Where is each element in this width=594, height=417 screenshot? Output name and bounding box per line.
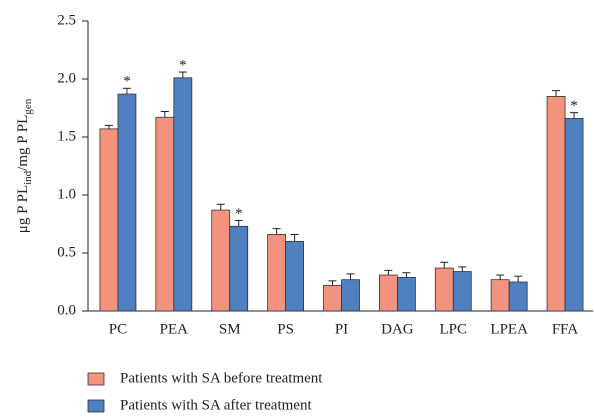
x-tick-label: PI [335, 321, 348, 337]
legend-label: Patients with SA before treatment [120, 370, 323, 386]
bar [490, 279, 510, 312]
x-tick-label: DAG [381, 321, 414, 337]
legend-label: Patients with SA after treatment [120, 397, 312, 413]
y-label-part: μg P PL [15, 185, 31, 233]
y-label-sub: ind [22, 170, 34, 185]
y-tick-label: 0.5 [57, 244, 76, 260]
bar [229, 225, 249, 312]
bar [452, 271, 472, 312]
bar [173, 77, 193, 312]
x-tick-label: PEA [160, 321, 189, 337]
x-tick-label: PC [109, 321, 127, 337]
bar [323, 285, 342, 312]
y-tick-label: 0.0 [57, 302, 76, 318]
bar [546, 96, 566, 312]
bar [267, 234, 287, 312]
y-tick-label: 2.0 [57, 70, 76, 86]
bar [378, 274, 398, 312]
bar [396, 276, 416, 312]
y-label-part: /mg P PL [15, 115, 31, 171]
significance-mark: * [179, 57, 187, 73]
legend-swatch [87, 399, 105, 413]
x-tick-label: FFA [552, 321, 579, 337]
y-tick-label: 2.5 [57, 12, 76, 28]
bar [564, 118, 584, 312]
y-label-sub: gen [22, 98, 34, 114]
legend-swatch [87, 372, 105, 386]
bar [285, 240, 305, 312]
significance-mark: * [235, 206, 243, 222]
bar [434, 267, 454, 312]
x-tick-label: PS [277, 321, 294, 337]
y-tick-label: 1.5 [57, 128, 76, 144]
bar [99, 128, 119, 312]
y-axis-label: μg P PLind/mg P PLgen [15, 98, 33, 233]
x-tick-label: SM [219, 321, 241, 337]
significance-mark: * [123, 74, 131, 90]
x-tick-label: LPEA [490, 321, 528, 337]
bar [508, 281, 528, 312]
bar [341, 279, 360, 312]
bar [155, 116, 175, 312]
significance-mark: * [570, 98, 578, 114]
bar [117, 93, 137, 312]
x-tick-label: LPC [440, 321, 468, 337]
bar [211, 209, 231, 312]
y-tick-label: 1.0 [57, 186, 76, 202]
